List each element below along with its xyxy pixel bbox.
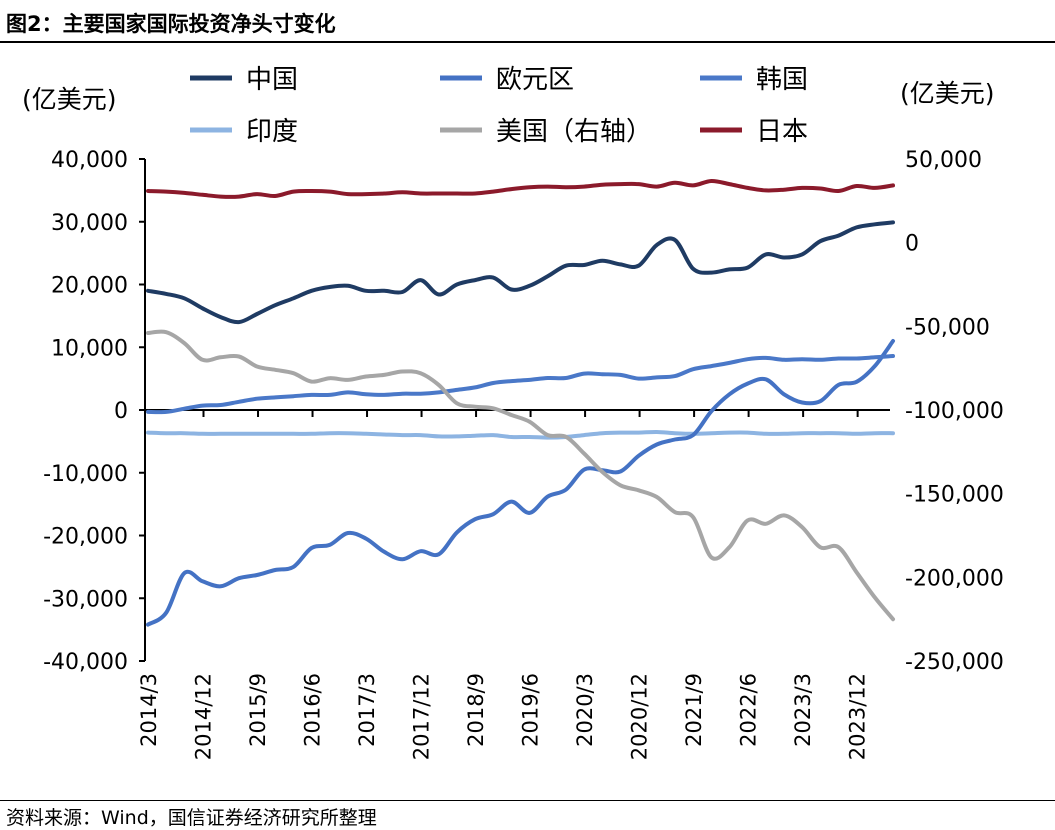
- x-axis-tick-label: 2021/9: [682, 673, 706, 747]
- x-axis-tick-label: 2019/6: [519, 673, 543, 747]
- legend-label: 日本: [756, 117, 808, 147]
- x-axis-tick-label: 2020/12: [628, 673, 652, 760]
- series-line-3: [146, 429, 895, 440]
- right-axis-tick-label: -50,000: [905, 315, 990, 340]
- left-axis-tick-label: 20,000: [51, 274, 128, 299]
- legend-label: 中国: [246, 65, 298, 95]
- axes: 40,000 30,000 20,000 10,000 0 -10,000 -20,000 -…: [43, 148, 1004, 760]
- figure-title: 图2：主要国家国际投资净头寸变化: [6, 12, 336, 36]
- legend-label: 美国（右轴）: [496, 117, 652, 147]
- right-axis-tick-label: -150,000: [905, 483, 1004, 508]
- left-axis-tick-label: 0: [114, 399, 128, 424]
- right-axis-tick-label: -250,000: [905, 650, 1004, 675]
- series-line-5: [146, 178, 895, 199]
- x-axis-tick-label: 2017/12: [410, 673, 434, 760]
- x-axis-tick-label: 2023/12: [846, 673, 870, 760]
- x-axis-tick-label: 2015/9: [246, 673, 270, 747]
- title-rule: [0, 41, 1055, 43]
- legend-label: 欧元区: [496, 65, 574, 95]
- source-note: 资料来源：Wind，国信证券经济研究所整理: [6, 807, 377, 829]
- x-axis-tick-label: 2022/6: [737, 673, 761, 747]
- footer-rule: [0, 800, 1055, 801]
- x-axis-tick-label: 2014/12: [192, 673, 216, 760]
- series-line-0: [146, 220, 895, 325]
- left-axis-tick-label: 10,000: [51, 336, 128, 361]
- x-axis-tick-label: 2018/9: [464, 673, 488, 747]
- left-axis-tick-label: 40,000: [51, 148, 128, 173]
- left-axis-tick-label: 30,000: [51, 211, 128, 236]
- legend-label: 韩国: [756, 65, 808, 95]
- left-axis-unit: (亿美元): [22, 85, 117, 114]
- x-axis-tick-label: 2017/3: [355, 673, 379, 747]
- left-axis-tick-label: -20,000: [43, 525, 128, 550]
- x-axis-tick-label: 2014/3: [137, 673, 161, 747]
- series-lines: [146, 178, 895, 627]
- legend-label: 印度: [246, 117, 298, 147]
- x-axis-tick-label: 2016/6: [301, 673, 325, 747]
- series-line-1: [146, 339, 895, 627]
- right-axis-tick-label: -100,000: [905, 399, 1004, 424]
- series-line-4: [146, 329, 895, 622]
- right-axis-tick-label: 0: [905, 232, 919, 257]
- right-axis-tick-label: -200,000: [905, 566, 1004, 591]
- x-axis-tick-label: 2020/3: [573, 673, 597, 747]
- left-axis-tick-label: -10,000: [43, 462, 128, 487]
- right-axis-tick-label: 50,000: [905, 148, 982, 173]
- x-axis-tick-label: 2023/3: [791, 673, 815, 747]
- left-axis-tick-label: -40,000: [43, 650, 128, 675]
- series-line-2: [146, 354, 895, 415]
- left-axis-tick-label: -30,000: [43, 587, 128, 612]
- right-axis-unit: (亿美元): [900, 79, 995, 108]
